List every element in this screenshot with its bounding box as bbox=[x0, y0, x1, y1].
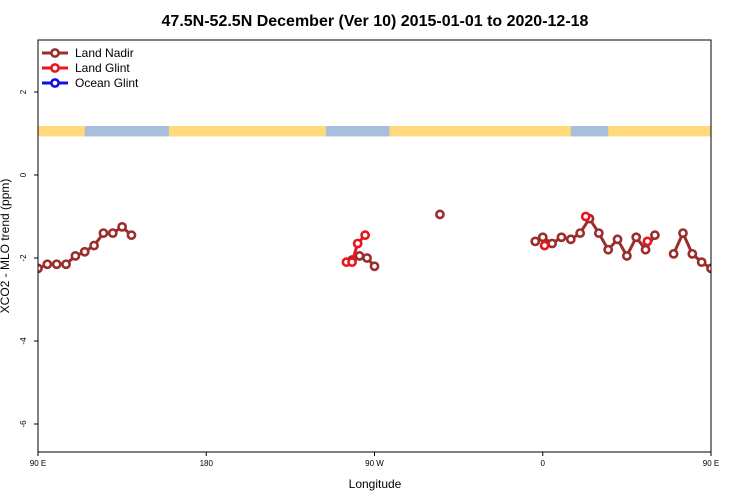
series-0-point-3-2 bbox=[547, 238, 557, 249]
series-0-point-0-6 bbox=[89, 240, 99, 251]
x-tick-label-3: 0 bbox=[541, 459, 546, 468]
series-0-point-4-4 bbox=[706, 263, 711, 274]
series-0-point-0-5 bbox=[79, 246, 90, 257]
series-0-point-4-0 bbox=[668, 248, 679, 259]
legend-marker-0 bbox=[50, 48, 60, 58]
series-0-point-3-5 bbox=[575, 228, 586, 238]
series-0-point-4-3 bbox=[696, 257, 707, 268]
series-0-point-1-2 bbox=[362, 253, 372, 263]
surface-strip bbox=[38, 126, 711, 137]
surface-strip-ocean-2 bbox=[570, 126, 609, 137]
series-1-point-0-1 bbox=[347, 257, 357, 268]
series-1 bbox=[341, 211, 653, 268]
series-0-point-0-2 bbox=[51, 259, 62, 270]
y-axis-label: XCO2 - MLO trend (ppm) bbox=[0, 179, 12, 314]
y-tick-label-1: 0 bbox=[19, 172, 28, 177]
series-0-point-3-1 bbox=[537, 232, 548, 243]
surface-strip-ocean-0 bbox=[84, 126, 169, 137]
series-layer bbox=[38, 209, 750, 274]
chart-title: 47.5N-52.5N December (Ver 10) 2015-01-01… bbox=[162, 13, 589, 30]
series-0-point-3-11 bbox=[631, 232, 642, 243]
x-tick-label-4: 90 E bbox=[703, 459, 719, 468]
series-0-point-3-4 bbox=[565, 234, 576, 245]
x-tick-label-0: 90 E bbox=[30, 459, 46, 468]
y-tick-label-3: -4 bbox=[19, 337, 28, 345]
x-axis-label: Longitude bbox=[349, 477, 402, 491]
y-axis: 2 0 -2 -4 -6 bbox=[19, 89, 38, 428]
y-tick-label-4: -6 bbox=[19, 420, 28, 428]
series-0-point-4-5 bbox=[717, 261, 724, 268]
legend-marker-1 bbox=[50, 63, 60, 73]
y-tick-label-0: 2 bbox=[19, 89, 28, 94]
legend-marker-2 bbox=[50, 78, 60, 88]
legend-label-2: Ocean Glint bbox=[75, 76, 139, 90]
series-0-point-3-3 bbox=[556, 232, 567, 243]
series-1-point-0-2 bbox=[352, 238, 363, 249]
x-tick-label-1: 180 bbox=[200, 459, 214, 468]
y-tick-label-2: -2 bbox=[19, 254, 28, 262]
series-0-point-2-0 bbox=[435, 209, 445, 220]
series-0-point-0-10 bbox=[126, 230, 137, 241]
series-1-point-3-0 bbox=[642, 236, 653, 247]
series-0-point-0-4 bbox=[70, 251, 81, 261]
series-0-point-4-6 bbox=[726, 261, 733, 268]
series-0-point-1-3 bbox=[369, 261, 380, 272]
x-tick-label-2: 90 W bbox=[365, 459, 384, 468]
x-axis: 90 E 180 90 W 0 90 E bbox=[30, 452, 719, 468]
series-0-point-4-8 bbox=[745, 252, 750, 259]
series-0-point-1-1 bbox=[354, 251, 365, 261]
series-0-point-3-8 bbox=[603, 244, 614, 255]
series-0-point-3-10 bbox=[621, 251, 632, 261]
series-0-point-0-3 bbox=[61, 259, 71, 270]
legend-label-1: Land Glint bbox=[75, 61, 130, 75]
series-0-point-4-7 bbox=[735, 261, 742, 268]
series-0-point-4-1 bbox=[678, 228, 688, 238]
legend-label-0: Land Nadir bbox=[75, 46, 134, 60]
series-1-point-1-0 bbox=[539, 240, 550, 251]
series-0-point-3-7 bbox=[593, 228, 604, 238]
series-0-point-0-9 bbox=[117, 221, 128, 232]
series-0-point-0-8 bbox=[107, 228, 118, 238]
series-0-point-3-13 bbox=[650, 230, 660, 241]
series-0-point-3-12 bbox=[640, 244, 651, 255]
series-1-point-0-3 bbox=[360, 230, 371, 241]
series-0-point-3-9 bbox=[612, 234, 623, 245]
surface-strip-ocean-1 bbox=[325, 126, 390, 137]
series-0-point-0-1 bbox=[42, 259, 53, 270]
series-0-point-4-2 bbox=[687, 248, 698, 259]
series-0-point-3-0 bbox=[530, 236, 541, 247]
series-0-point-0-7 bbox=[98, 228, 109, 238]
series-1-point-2-0 bbox=[580, 211, 591, 222]
